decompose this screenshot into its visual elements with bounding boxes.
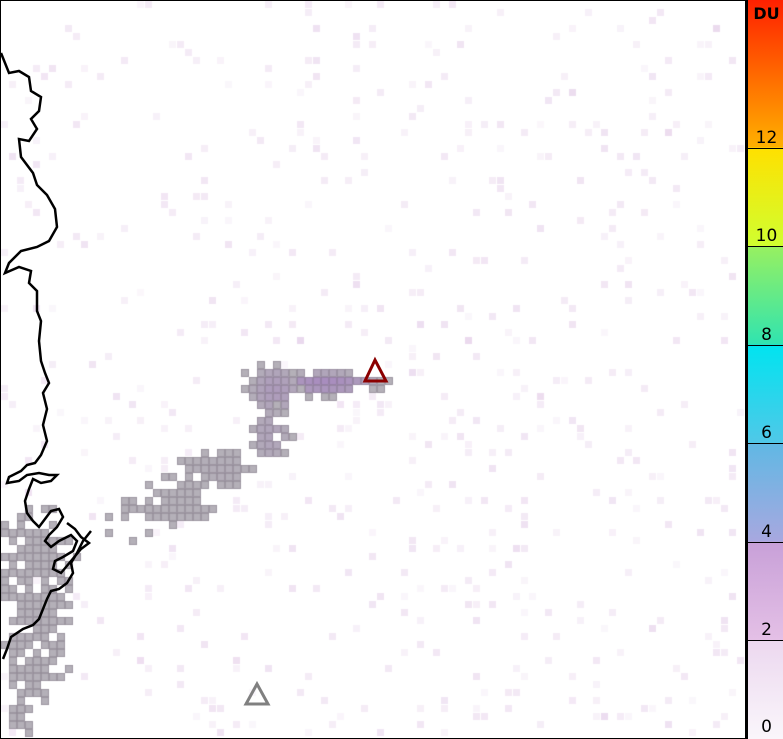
volcano-marker-inactive[interactable] (243, 680, 271, 706)
colorbar: DU 0 2 4 6 8 10 12 (746, 0, 783, 739)
colorbar-tick (748, 344, 783, 346)
volcano-triangle-icon[interactable] (362, 356, 389, 383)
colorbar-tick-label: 10 (755, 226, 778, 247)
colorbar-tick-label: 6 (761, 423, 772, 444)
colorbar-tick-label: 0 (761, 717, 772, 737)
colorbar-tick-label: 12 (755, 127, 778, 148)
colorbar-tick-label: 8 (761, 324, 772, 345)
colorbar-tick (748, 246, 783, 248)
colorbar-tick-label: 4 (761, 521, 772, 542)
volcano-marker-active[interactable] (362, 356, 389, 383)
coastline (1, 52, 92, 660)
colorbar-gradient (748, 0, 783, 739)
colorbar-tick (748, 541, 783, 543)
colorbar-tick (748, 443, 783, 445)
colorbar-unit-label: DU (753, 4, 780, 23)
map-overlay (1, 52, 389, 706)
colorbar-tick-label: 2 (761, 620, 772, 641)
so2-plume-pixels (1, 1, 745, 738)
volcano-triangle-icon[interactable] (243, 680, 271, 706)
so2-map[interactable] (0, 0, 746, 739)
colorbar-tick (748, 640, 783, 642)
colorbar-tick (748, 147, 783, 149)
